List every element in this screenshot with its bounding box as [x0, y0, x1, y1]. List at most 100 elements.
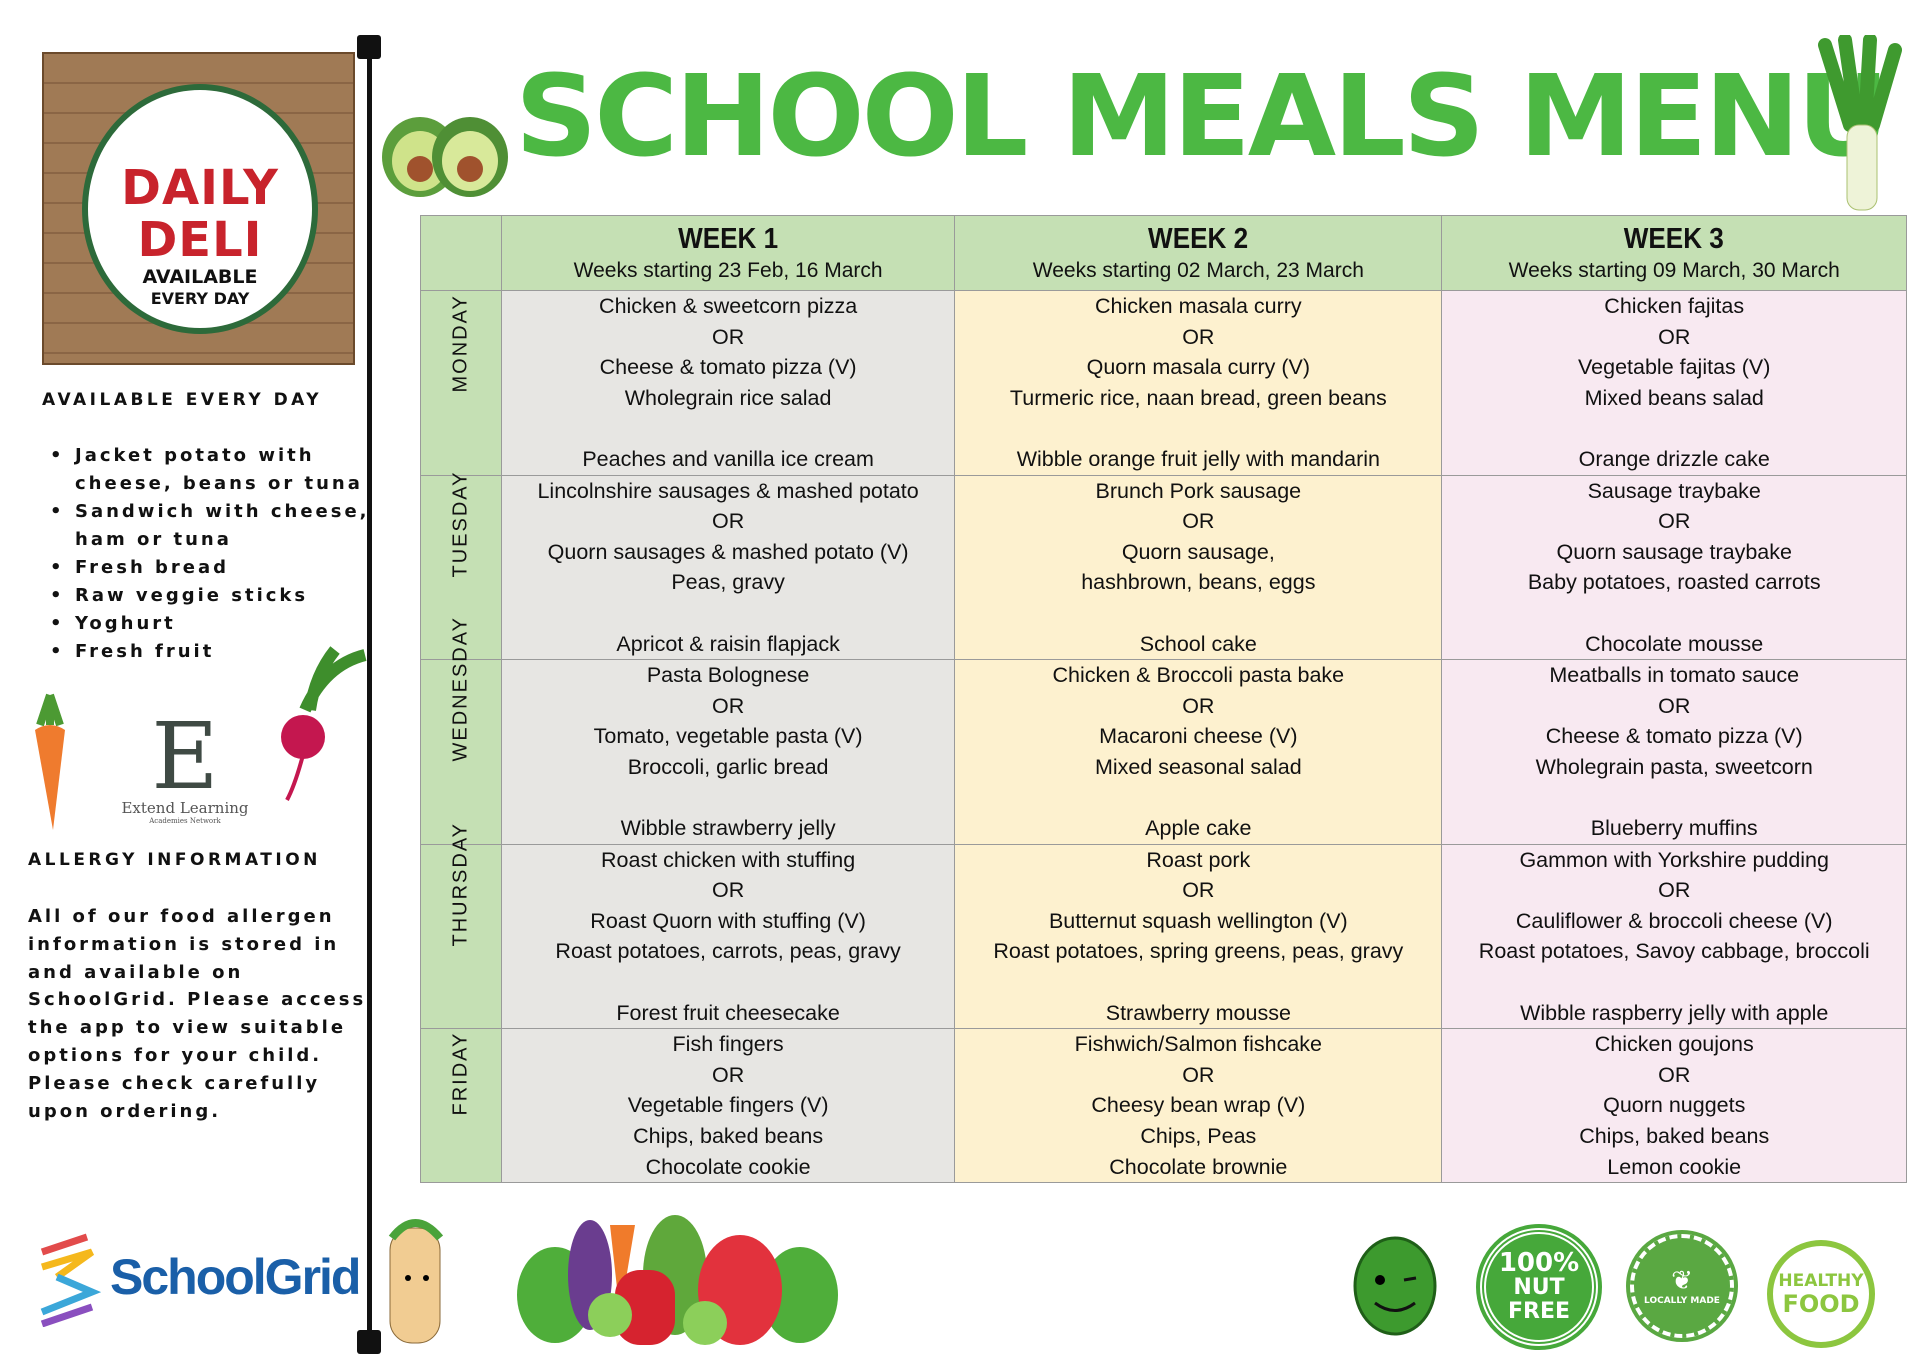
carrot-icon: [35, 693, 65, 830]
day-label: TUESDAY: [449, 470, 472, 578]
meal-line: Strawberry mousse: [1105, 1000, 1291, 1025]
meal-line: Fishwich/Salmon fishcake: [1074, 1032, 1323, 1057]
meal-line: Chocolate mousse: [1585, 631, 1764, 656]
meal-line: Chicken & Broccoli pasta bake: [1052, 663, 1345, 688]
meal-line: Cheese & tomato pizza (V): [599, 355, 857, 380]
list-item: Raw veggie sticks: [50, 582, 370, 610]
week-title: WEEK 3: [1624, 223, 1725, 255]
meal-line: Roast Quorn with stuffing (V): [590, 908, 866, 933]
meal-line: [502, 783, 954, 814]
meal-cell: Sausage traybake OR Quorn sausage traybake…: [1441, 474, 1907, 661]
meal-line: Mixed seasonal salad: [1094, 754, 1302, 779]
leaf-icon: ❦: [1671, 1266, 1693, 1296]
meal-cell: Chicken & sweetcorn pizza OR Cheese & toma…: [500, 290, 956, 476]
meal-line: Gammon with Yorkshire pudding: [1519, 847, 1829, 872]
meal-line: Chips, baked beans: [1579, 1124, 1770, 1149]
day-row-wednesday: WEDNESDAY Pasta Bolognese OR Tomato, vegeta…: [420, 616, 1907, 845]
meal-line: [955, 598, 1441, 629]
meal-line: [1442, 598, 1906, 629]
meal-cell: Fishwich/Salmon fishcake OR Cheesy bean wr…: [954, 1028, 1443, 1184]
meal-line: Vegetable fingers (V): [627, 1093, 829, 1118]
day-label-cell: FRIDAY: [420, 1028, 502, 1184]
watermelon-mascot-icon: [1353, 1236, 1437, 1336]
list-item: Jacket potato with cheese, beans or tuna: [50, 442, 370, 498]
meal-line: Chicken fajitas: [1604, 294, 1745, 318]
meal-line: Roast potatoes, Savoy cabbage, broccoli: [1478, 939, 1870, 964]
meal-line: OR: [1182, 509, 1215, 534]
meal-line: Chicken & sweetcorn pizza: [599, 294, 858, 318]
page-title: SCHOOL MEALS MENU: [515, 52, 1890, 182]
meal-cell: Brunch Pork sausage OR Quorn sausage, hashb…: [954, 474, 1443, 661]
meal-line: Quorn sausage traybake: [1556, 539, 1792, 564]
day-label: WEDNESDAY: [449, 616, 472, 762]
divider-cap-top: [357, 35, 381, 59]
meal-line: Wibble raspberry jelly with apple: [1520, 1000, 1829, 1025]
meal-line: Meatballs in tomato sauce: [1549, 663, 1800, 688]
meal-line: Chips, Peas: [1140, 1124, 1257, 1149]
badge-text: NUT: [1513, 1275, 1565, 1300]
meal-line: Fish fingers: [672, 1032, 784, 1057]
badge-text: 100%: [1498, 1248, 1580, 1278]
daily-deli-logo: DAILY DELI AVAILABLE EVERY DAY: [42, 52, 355, 365]
meal-line: Mixed beans salad: [1584, 385, 1764, 410]
meal-cell: Gammon with Yorkshire pudding OR Cauliflow…: [1441, 843, 1907, 1030]
meal-line: OR: [1658, 509, 1691, 534]
deli-logo-line: DAILY: [121, 160, 279, 216]
week-title: WEEK 1: [678, 223, 779, 255]
meal-line: Roast pork: [1146, 847, 1251, 872]
meal-line: Sausage traybake: [1587, 478, 1761, 503]
meal-line: Chocolate brownie: [1109, 1154, 1288, 1179]
list-item: Yoghurt: [50, 610, 370, 638]
meal-line: Chicken masala curry: [1094, 294, 1302, 318]
meal-line: hashbrown, beans, eggs: [1081, 570, 1316, 595]
meal-cell: Chicken masala curry OR Quorn masala curry…: [954, 290, 1443, 476]
list-item: Fresh fruit: [50, 638, 370, 666]
meal-line: OR: [1182, 1062, 1215, 1087]
meal-line: [1442, 413, 1906, 444]
meal-cell: Fish fingers OR Vegetable fingers (V) Chips…: [500, 1028, 956, 1184]
day-label-cell: TUESDAY: [420, 470, 502, 661]
week-header-2: WEEK 2 Weeks starting 02 March, 23 March: [954, 215, 1443, 291]
meal-line: Turmeric rice, naan bread, green beans: [1009, 385, 1387, 410]
day-label: MONDAY: [449, 294, 472, 393]
meal-line: Roast potatoes, carrots, peas, gravy: [555, 939, 901, 964]
meal-line: Chocolate cookie: [645, 1154, 811, 1179]
meal-line: Chips, baked beans: [633, 1124, 824, 1149]
meal-line: OR: [1182, 324, 1215, 349]
meal-line: OR: [711, 1062, 745, 1087]
meal-line: Lincolnshire sausages & mashed potato: [537, 478, 919, 503]
meal-line: Quorn sausage,: [1121, 539, 1275, 564]
day-row-thursday: THURSDAY Roast chicken with stuffing OR Roa…: [420, 821, 1907, 1030]
meal-line: Brunch Pork sausage: [1095, 478, 1302, 503]
meal-line: [502, 413, 954, 444]
meal-line: School cake: [1139, 631, 1257, 656]
meal-line: [955, 413, 1441, 444]
meal-cell: Meatballs in tomato sauce OR Cheese & toma…: [1441, 659, 1907, 845]
meal-line: Butternut squash wellington (V): [1048, 908, 1348, 933]
day-label-cell: MONDAY: [420, 290, 502, 476]
meal-line: Broccoli, garlic bread: [627, 754, 829, 779]
meal-cell: Chicken & Broccoli pasta bake OR Macaroni …: [954, 659, 1443, 845]
meal-line: Quorn nuggets: [1603, 1093, 1746, 1118]
meal-line: [502, 967, 954, 998]
vertical-divider: [367, 45, 372, 1345]
meal-line: Cheesy bean wrap (V): [1091, 1093, 1306, 1118]
meal-line: Quorn sausages & mashed potato (V): [547, 539, 909, 564]
deli-logo-line: DELI: [137, 212, 263, 268]
day-label: THURSDAY: [449, 821, 472, 947]
meal-line: [1442, 967, 1906, 998]
meal-line: [955, 967, 1441, 998]
divider-cap-bottom: [357, 1330, 381, 1354]
deli-logo-line: EVERY DAY: [150, 289, 250, 308]
day-row-monday: MONDAY Chicken & sweetcorn pizza OR Cheese …: [420, 290, 1907, 476]
meal-line: Orange drizzle cake: [1578, 446, 1770, 471]
meal-line: Chicken goujons: [1594, 1032, 1754, 1057]
week-dates: Weeks starting 09 March, 30 March: [1508, 259, 1840, 282]
meal-line: Forest fruit cheesecake: [616, 1000, 840, 1025]
meal-line: OR: [1658, 693, 1691, 718]
meal-line: Tomato, vegetable pasta (V): [593, 724, 863, 749]
meal-line: [1442, 783, 1906, 814]
week-header-3: WEEK 3 Weeks starting 09 March, 30 March: [1441, 215, 1907, 291]
meal-line: OR: [711, 693, 745, 718]
meal-line: [955, 783, 1441, 814]
